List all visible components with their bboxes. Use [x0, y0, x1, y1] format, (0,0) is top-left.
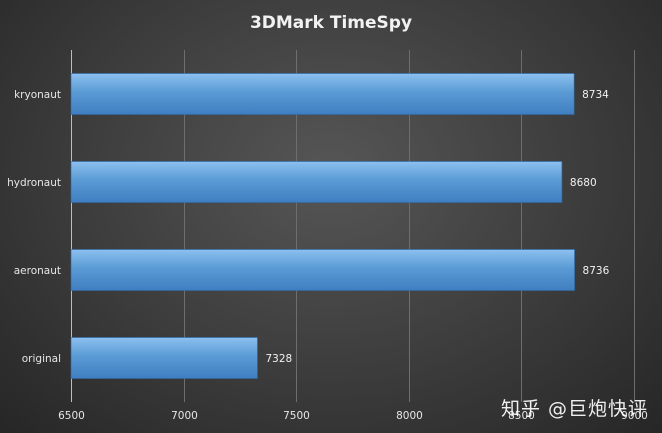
x-tick-label: 9000 [621, 410, 648, 422]
data-label: 8736 [583, 265, 610, 277]
bar [70, 337, 258, 379]
bar [70, 161, 563, 203]
x-tick-label: 8500 [508, 410, 535, 422]
category-label: aeronaut [14, 265, 61, 277]
labels: 6500 7000 7500 8000 8500 9000 kryonaut 8734 hydr… [7, 89, 648, 422]
category-label: original [22, 353, 61, 365]
category-label: hydronaut [7, 177, 61, 189]
x-tick-label: 6500 [58, 410, 85, 422]
bar [70, 249, 575, 291]
bars [70, 73, 575, 379]
x-tick-label: 7000 [171, 410, 198, 422]
data-label: 7328 [265, 353, 292, 365]
data-label: 8680 [570, 177, 597, 189]
x-tick-label: 7500 [283, 410, 310, 422]
x-tick-label: 8000 [396, 410, 423, 422]
watermark: 知乎 @巨炮快评 [500, 398, 648, 420]
chart-title: 3DMark TimeSpy [250, 13, 412, 33]
data-label: 8734 [582, 89, 609, 101]
category-label: kryonaut [14, 89, 61, 101]
bar [70, 73, 575, 115]
